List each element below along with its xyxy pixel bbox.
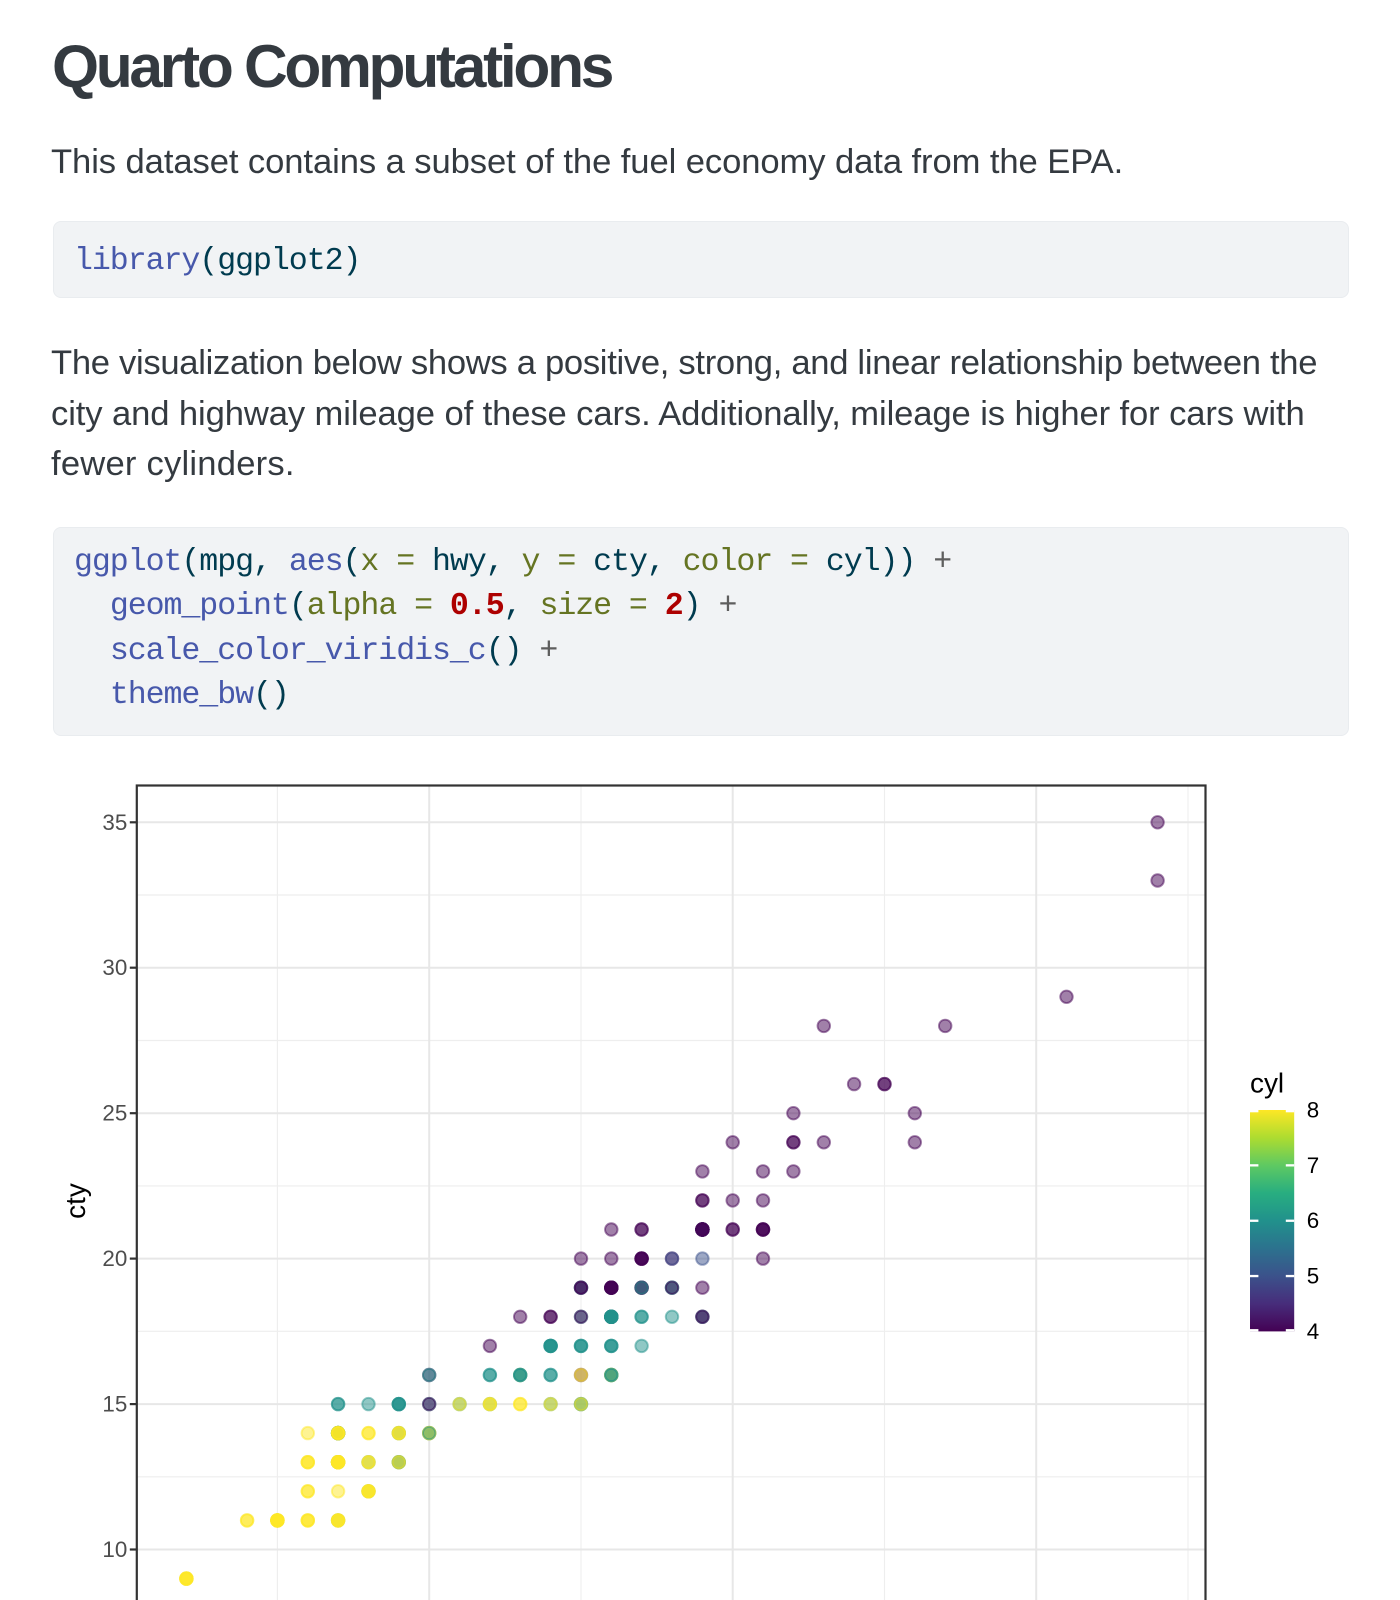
svg-text:6: 6 [1307,1208,1319,1233]
svg-text:25: 25 [102,1101,127,1126]
svg-text:20: 20 [102,1246,127,1271]
svg-text:8: 8 [1307,1098,1319,1123]
svg-text:cty: cty [60,1183,91,1219]
svg-text:7: 7 [1307,1153,1319,1178]
svg-text:5: 5 [1307,1264,1319,1289]
svg-text:30: 30 [102,955,127,980]
svg-text:35: 35 [102,810,127,835]
svg-text:4: 4 [1307,1319,1319,1344]
svg-text:cyl: cyl [1250,1068,1284,1099]
svg-text:15: 15 [102,1392,127,1417]
svg-text:10: 10 [102,1537,127,1562]
